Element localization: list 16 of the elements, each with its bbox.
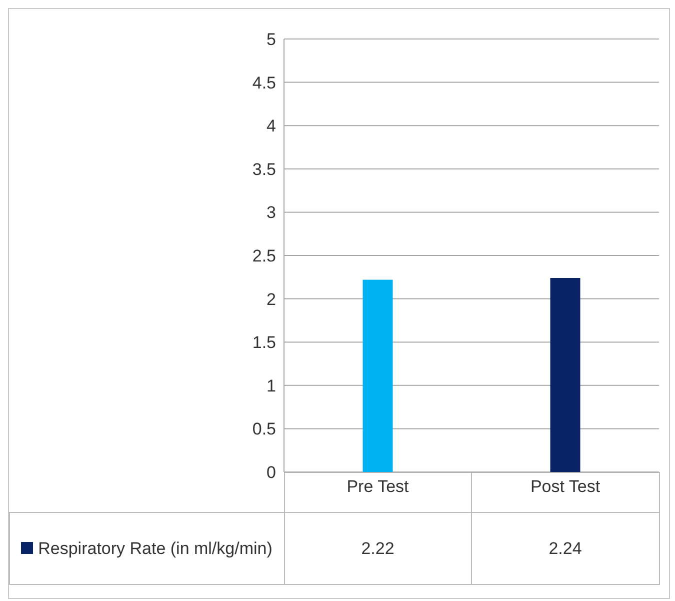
y-tick-label: 1.5 — [252, 333, 276, 352]
y-tick-label: 4 — [266, 116, 276, 136]
y-tick-label: 1 — [266, 376, 276, 396]
y-tick-label: 2 — [266, 290, 276, 309]
y-tick-label: 0.5 — [252, 420, 276, 439]
y-tick-label: 2.5 — [252, 246, 276, 266]
legend-label: Respiratory Rate (in ml/kg/min) — [38, 538, 272, 558]
data-label: 2.24 — [472, 512, 659, 584]
data-label: 2.22 — [284, 512, 472, 584]
y-tick-label: 5 — [266, 30, 276, 50]
x-tick-label: Pre Test — [346, 477, 410, 496]
y-tick-label: 3.5 — [252, 160, 276, 179]
x-tick-label: Post Test — [530, 477, 600, 496]
y-tick-label: 4.5 — [252, 73, 276, 92]
y-tick-label: 3 — [266, 203, 276, 222]
y-tick-label: 0 — [266, 463, 276, 482]
